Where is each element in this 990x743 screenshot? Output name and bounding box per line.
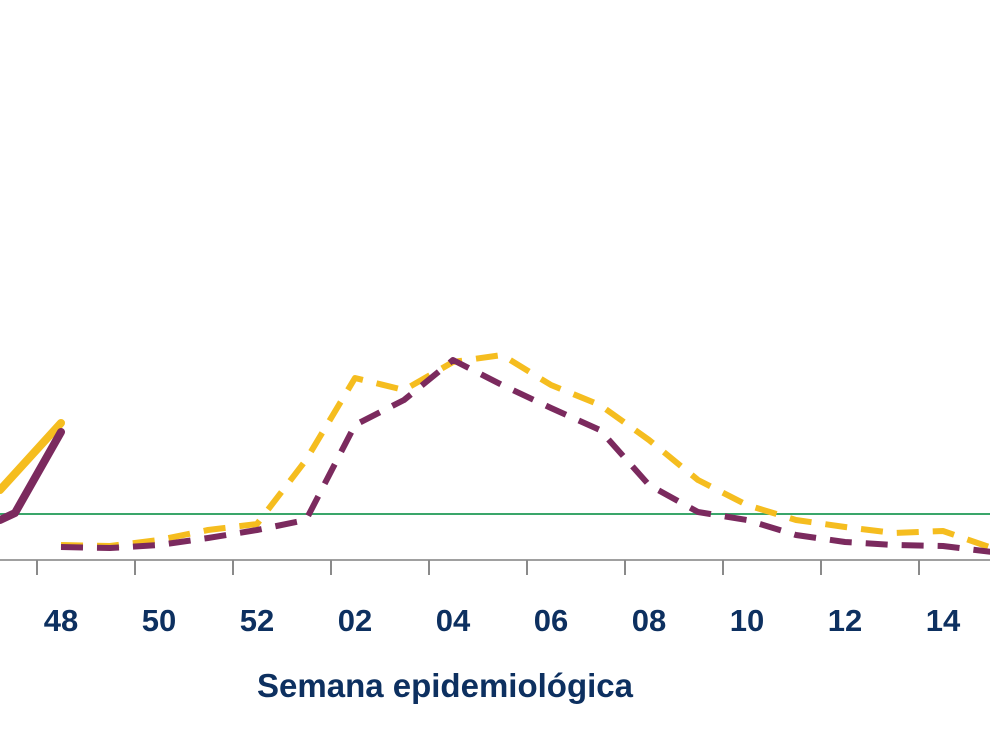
series-line bbox=[60, 357, 990, 555]
x-tick-label: 52 bbox=[240, 603, 274, 638]
x-tick-label: 02 bbox=[338, 603, 372, 638]
x-tick-label: 48 bbox=[44, 603, 78, 638]
x-axis-tick-labels: 48 50 52 02 04 06 08 10 12 14 bbox=[44, 603, 961, 638]
x-tick-label: 10 bbox=[730, 603, 764, 638]
x-tick-label: 08 bbox=[632, 603, 666, 638]
x-tick-label: 04 bbox=[436, 603, 471, 638]
series-group bbox=[0, 352, 990, 555]
series-line bbox=[0, 428, 65, 524]
x-axis-ticks bbox=[36, 560, 920, 575]
series-line bbox=[60, 352, 990, 551]
series-line bbox=[0, 419, 65, 494]
x-axis-title: Semana epidemiológica bbox=[257, 667, 634, 704]
x-tick-label: 50 bbox=[142, 603, 176, 638]
x-tick-label: 12 bbox=[828, 603, 862, 638]
x-tick-label: 14 bbox=[926, 603, 961, 638]
x-tick-label: 06 bbox=[534, 603, 568, 638]
